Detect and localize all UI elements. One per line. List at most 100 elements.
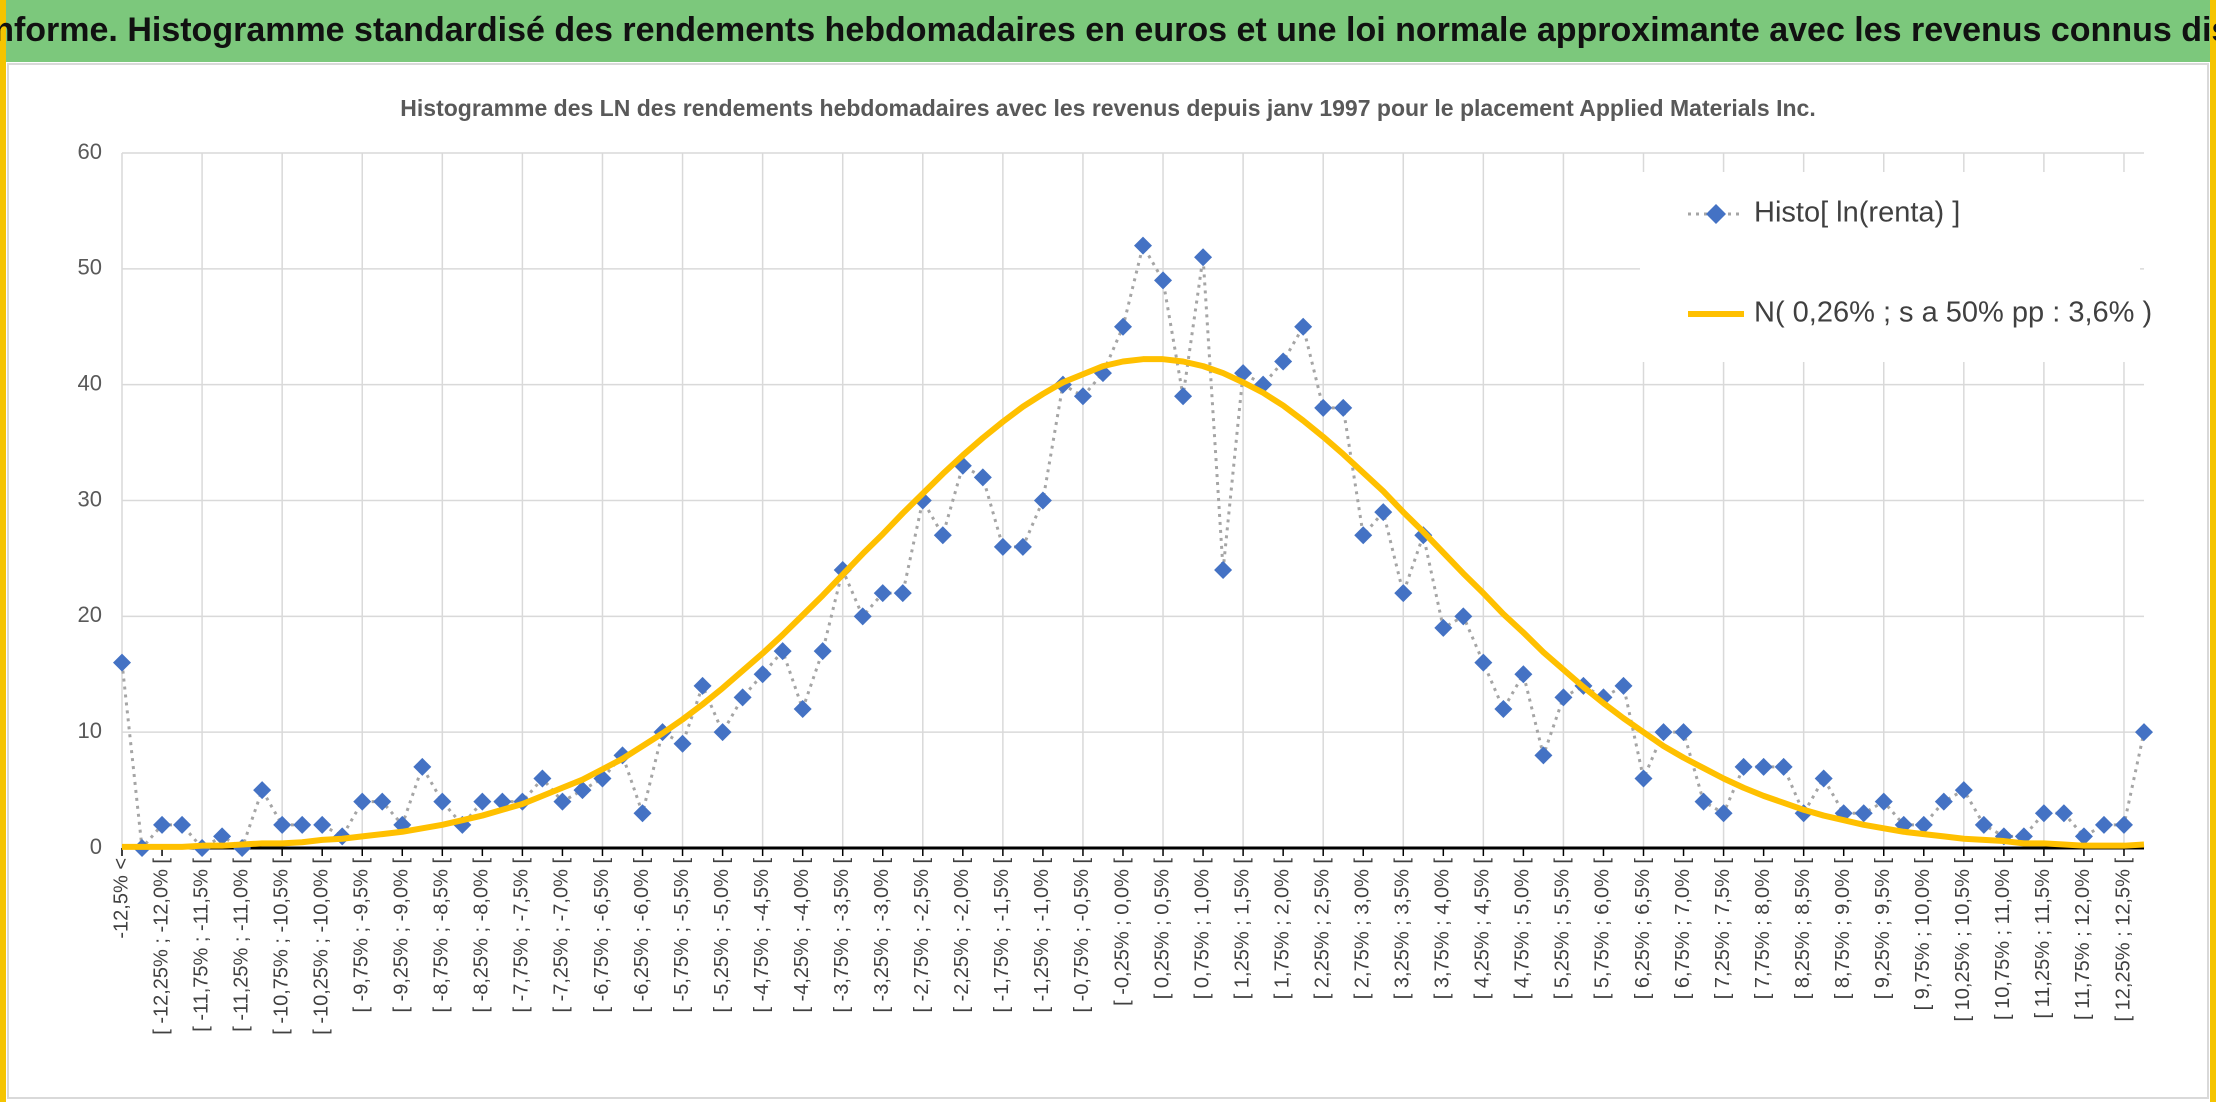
data-point — [2114, 815, 2133, 834]
x-tick-label: [ -6,25% ; -6,0% [ — [631, 858, 653, 1013]
x-tick-label: [ 8,25% ; 8,5% [ — [1792, 858, 1814, 1000]
data-point — [293, 815, 312, 834]
x-tick-label: [ -6,75% ; -6,5% [ — [591, 858, 613, 1013]
legend-label: Histo[ ln(renta) ] — [1754, 197, 1960, 229]
data-point — [1154, 271, 1173, 290]
x-tick-label: [ -10,75% ; -10,5% [ — [270, 858, 292, 1035]
x-tick-label: [ -10,25% ; -10,0% [ — [310, 858, 332, 1035]
x-tick-label: [ -5,25% ; -5,0% [ — [711, 858, 733, 1013]
data-point — [773, 642, 792, 661]
x-tick-label: [ -12,25% ; -12,0% [ — [150, 858, 172, 1035]
x-tick-label: [ -5,75% ; -5,5% [ — [671, 858, 693, 1013]
x-tick-label: [ -7,25% ; -7,0% [ — [551, 858, 573, 1013]
data-point — [1554, 688, 1573, 707]
x-tick-label: [ -4,25% ; -4,0% [ — [791, 858, 813, 1013]
data-point — [113, 653, 131, 672]
x-tick-label: [ -9,25% ; -9,0% [ — [391, 858, 413, 1013]
data-point — [713, 723, 732, 742]
data-point — [873, 584, 892, 603]
x-tick-label: [ 5,75% ; 6,0% [ — [1592, 858, 1614, 1000]
data-point — [533, 769, 552, 788]
data-point — [413, 757, 432, 776]
data-point — [1033, 491, 1052, 510]
data-point — [1214, 561, 1233, 579]
x-tick-label: [ 1,25% ; 1,5% [ — [1231, 858, 1253, 1000]
x-tick-label: [ 11,75% ; 12,0% [ — [2072, 858, 2094, 1020]
x-tick-label: -12,5% < — [110, 858, 132, 939]
x-tick-label: [ 0,75% ; 1,0% [ — [1191, 858, 1213, 1000]
data-point — [2034, 804, 2053, 823]
data-point — [1474, 653, 1493, 672]
x-tick-label: [ 4,75% ; 5,0% [ — [1512, 858, 1534, 1000]
x-tick-label: [ -1,25% ; -1,0% [ — [1031, 858, 1053, 1013]
data-point — [1654, 723, 1673, 742]
data-point — [673, 734, 692, 753]
data-point — [1754, 757, 1773, 776]
data-point — [1534, 746, 1553, 765]
data-point — [1614, 676, 1633, 695]
data-point — [1854, 804, 1873, 823]
x-tick-label: [ 9,25% ; 9,5% [ — [1872, 858, 1894, 1000]
data-point — [173, 815, 192, 834]
x-tick-label: [ 1,75% ; 2,0% [ — [1271, 858, 1293, 1000]
data-point — [933, 526, 952, 545]
data-point — [1274, 352, 1293, 371]
data-point — [1734, 757, 1753, 776]
data-point — [353, 792, 372, 811]
data-point — [573, 781, 592, 800]
data-point — [1954, 781, 1973, 800]
x-tick-label: [ -2,25% ; -2,0% [ — [951, 858, 973, 1013]
data-point — [313, 815, 332, 834]
data-point — [1814, 769, 1833, 788]
legend-box — [1640, 172, 2140, 362]
data-point — [213, 827, 232, 846]
x-tick-label: [ 3,25% ; 3,5% [ — [1392, 858, 1414, 1000]
x-tick-label: [ 3,75% ; 4,0% [ — [1432, 858, 1454, 1000]
data-point — [1013, 537, 1032, 556]
y-tick-label: 0 — [90, 834, 102, 859]
data-point — [1674, 723, 1693, 742]
x-tick-label: [ 11,25% ; 11,5% [ — [2032, 858, 2054, 1019]
data-point — [2054, 804, 2073, 823]
chart-title: Histogramme des LN des rendements hebdom… — [400, 95, 1815, 121]
banner — [0, 0, 2216, 62]
data-point — [1494, 700, 1513, 718]
legend-label: N( 0,26% ; s a 50% pp : 3,6% ) — [1754, 297, 2152, 329]
y-tick-label: 40 — [78, 370, 102, 395]
data-point — [473, 792, 492, 811]
x-tick-label: [ 8,75% ; 9,0% [ — [1832, 858, 1854, 1000]
x-tick-label: [ -2,75% ; -2,5% [ — [911, 858, 933, 1013]
data-point — [1914, 815, 1933, 834]
x-tick-label: [ 7,75% ; 8,0% [ — [1752, 858, 1774, 1000]
data-point — [1174, 387, 1193, 406]
data-point — [753, 665, 772, 684]
data-point — [733, 688, 752, 707]
page-title: ADAM Informe. Histogramme standardisé de… — [0, 11, 2216, 49]
data-point — [1714, 804, 1733, 823]
data-point — [1634, 769, 1653, 788]
data-point — [1194, 248, 1213, 267]
data-point — [1434, 618, 1453, 637]
x-tick-label: [ 6,75% ; 7,0% [ — [1672, 858, 1694, 1000]
data-point — [1514, 665, 1533, 684]
x-tick-label: [ 12,25% ; 12,5% [ — [2112, 858, 2134, 1022]
data-point — [1694, 792, 1713, 811]
x-tick-label: [ -8,25% ; -8,0% [ — [471, 858, 493, 1013]
series-line — [122, 356, 2145, 850]
data-point — [833, 561, 852, 579]
data-point — [1294, 317, 1313, 336]
y-tick-label: 50 — [78, 255, 102, 280]
data-point — [373, 792, 392, 811]
x-tick-label: [ -0,25% ; 0,0% [ — [1111, 858, 1133, 1006]
data-point — [153, 815, 172, 834]
data-point — [993, 537, 1012, 556]
x-tick-label: [ 2,25% ; 2,5% [ — [1311, 858, 1333, 1000]
right-edge — [2210, 0, 2216, 1102]
data-point — [433, 792, 452, 811]
x-tick-label: [ -0,75% ; -0,5% [ — [1071, 858, 1093, 1013]
chart-border — [7, 63, 2209, 1099]
data-point — [2074, 827, 2093, 846]
x-tick-label: [ -8,75% ; -8,5% [ — [431, 858, 453, 1013]
